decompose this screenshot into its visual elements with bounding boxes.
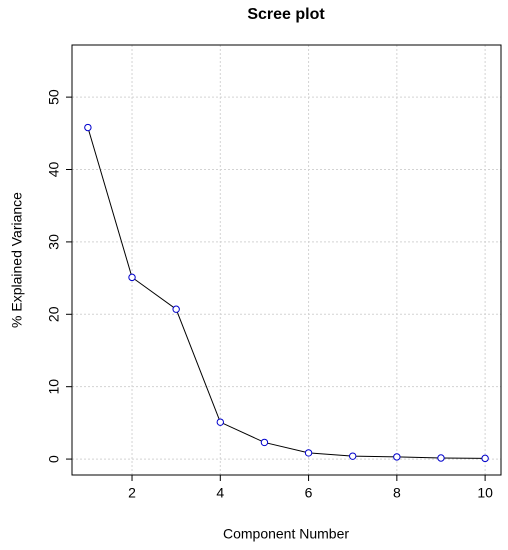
y-tick-label: 40	[46, 162, 62, 178]
y-tick-label: 20	[46, 306, 62, 322]
chart-title: Scree plot	[247, 6, 325, 23]
x-tick-label: 2	[128, 485, 136, 501]
y-axis-label: % Explained Variance	[9, 192, 25, 328]
point	[260, 438, 269, 447]
y-tick-label: 10	[46, 379, 62, 395]
x-tick-label: 10	[477, 485, 493, 501]
point	[172, 305, 180, 313]
point	[304, 449, 313, 457]
point	[216, 418, 224, 426]
x-tick-label: 6	[305, 485, 313, 501]
point	[437, 454, 445, 462]
y-tick-label: 0	[46, 455, 62, 463]
point	[128, 273, 136, 282]
point	[349, 452, 357, 460]
y-tick-label: 50	[46, 89, 62, 105]
y-tick-label: 30	[46, 234, 62, 250]
line	[87, 127, 486, 459]
x-tick-label: 8	[393, 485, 401, 501]
point	[84, 123, 92, 132]
point	[393, 453, 401, 461]
plot-frame	[71, 44, 502, 476]
point	[481, 454, 489, 463]
x-axis-label: Component Number	[223, 526, 349, 542]
x-tick-label: 4	[216, 485, 224, 501]
